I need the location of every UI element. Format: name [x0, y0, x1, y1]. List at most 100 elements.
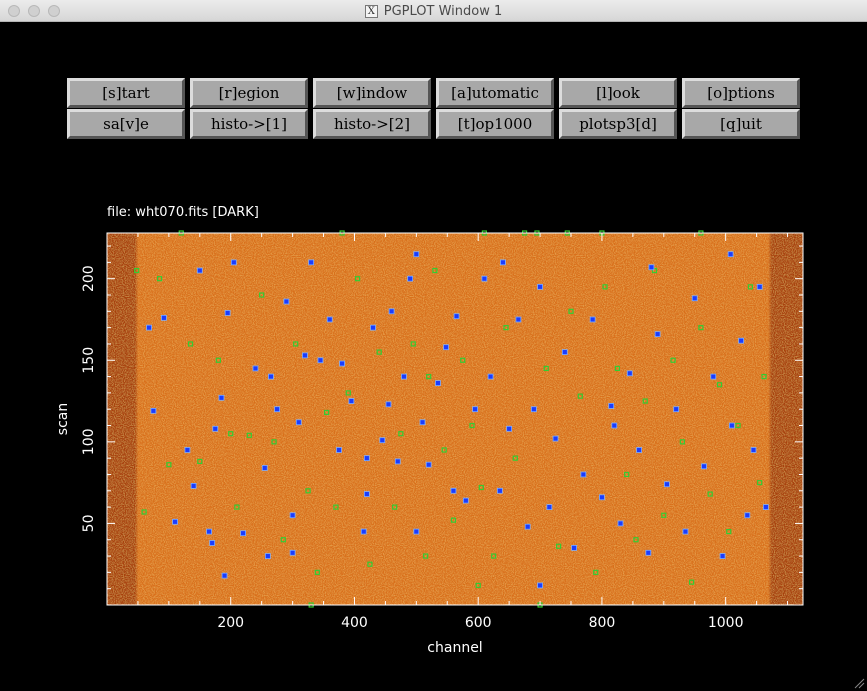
green-marker	[460, 357, 466, 363]
blue-marker	[289, 512, 296, 519]
blue-marker	[401, 373, 407, 380]
blue-marker	[762, 504, 769, 511]
blue-marker	[537, 582, 543, 589]
blue-marker	[394, 458, 401, 465]
green-marker	[423, 553, 429, 559]
green-marker	[450, 517, 457, 523]
green-marker	[491, 553, 497, 559]
blue-marker	[626, 370, 633, 377]
blue-marker	[252, 365, 259, 372]
window-title-wrap: X PGPLOT Window 1	[0, 0, 867, 22]
blue-marker	[268, 373, 274, 380]
plotsp3d-button[interactable]: plotsp3[d]	[559, 109, 677, 139]
blue-marker	[218, 394, 225, 401]
blue-marker	[608, 403, 615, 409]
automatic-button[interactable]: [a]utomatic	[436, 78, 554, 108]
heatmap-noise	[107, 233, 803, 605]
blue-marker	[261, 465, 268, 471]
blue-marker	[240, 530, 247, 537]
x11-icon: X	[364, 4, 378, 18]
green-marker	[354, 276, 361, 282]
blue-marker	[663, 481, 670, 488]
blue-marker	[221, 572, 228, 579]
blue-marker	[206, 528, 212, 535]
blue-marker	[728, 422, 735, 429]
blue-marker	[196, 267, 203, 274]
blue-marker	[419, 419, 426, 426]
blue-marker	[571, 544, 577, 551]
green-marker	[441, 447, 447, 453]
blue-marker	[524, 523, 531, 530]
green-marker	[234, 504, 240, 510]
blue-marker	[413, 251, 420, 258]
blue-marker	[190, 482, 197, 489]
blue-marker	[146, 324, 152, 331]
pgplot-canvas[interactable]: [s]tart [r]egion [w]indow [a]utomatic [l…	[0, 22, 867, 691]
blue-marker	[691, 295, 698, 302]
blue-marker	[515, 316, 522, 323]
green-marker	[432, 267, 438, 274]
green-marker	[246, 432, 252, 438]
blue-marker	[435, 380, 441, 387]
green-marker	[642, 398, 648, 404]
green-marker	[757, 480, 763, 486]
x-tick-label: 800	[589, 615, 616, 631]
green-marker	[228, 431, 234, 437]
blue-marker	[413, 528, 420, 535]
green-marker	[761, 373, 767, 380]
green-marker	[512, 455, 518, 461]
green-marker	[469, 422, 475, 429]
green-marker	[314, 569, 320, 575]
resize-grip-icon[interactable]	[853, 677, 865, 689]
blue-marker	[589, 316, 596, 323]
quit-button[interactable]: [q]uit	[682, 109, 800, 139]
blue-marker	[506, 425, 513, 432]
histo2-button[interactable]: histo->[2]	[313, 109, 431, 139]
green-marker	[602, 284, 608, 290]
plot-frame	[106, 232, 804, 606]
window-titlebar[interactable]: X PGPLOT Window 1	[0, 0, 867, 22]
blue-marker	[317, 357, 324, 364]
blue-marker	[546, 504, 553, 511]
close-window-button[interactable]	[8, 5, 20, 17]
top1000-button[interactable]: [t]op1000	[436, 109, 554, 139]
save-button[interactable]: sa[v]e	[67, 109, 185, 139]
green-marker	[215, 357, 221, 363]
green-marker	[305, 488, 311, 494]
histo1-button[interactable]: histo->[1]	[190, 109, 308, 139]
blue-marker	[385, 401, 392, 408]
x-tick-label: 600	[465, 615, 492, 631]
options-button[interactable]: [o]ptions	[682, 78, 800, 108]
y-tick-label: 50	[81, 515, 97, 533]
green-marker	[707, 491, 713, 497]
blue-marker	[184, 447, 191, 453]
green-marker	[624, 471, 630, 478]
minimize-window-button[interactable]	[28, 5, 40, 17]
blue-marker	[648, 264, 655, 271]
blue-marker	[302, 352, 308, 359]
green-marker	[166, 462, 172, 468]
blue-marker	[348, 398, 355, 404]
region-button[interactable]: [r]egion	[190, 78, 308, 108]
heatmap-image[interactable]	[107, 233, 803, 605]
zoom-window-button[interactable]	[48, 5, 60, 17]
green-marker	[293, 341, 299, 347]
blue-marker	[738, 337, 745, 344]
green-marker	[392, 504, 398, 510]
blue-marker	[744, 512, 751, 519]
green-marker	[593, 569, 599, 575]
green-marker	[670, 357, 676, 363]
blue-marker	[599, 494, 605, 501]
window-button[interactable]: [w]indow	[313, 78, 431, 108]
plot-svg[interactable]: 200 400 600 800 1000 50 100 150 200 channel scan	[0, 22, 867, 691]
blue-marker	[289, 549, 296, 556]
x-axis-label: channel	[427, 640, 482, 656]
green-marker	[410, 341, 416, 347]
file-label: file: wht070.fits [DARK]	[107, 205, 259, 220]
look-button[interactable]: [l]ook	[559, 78, 677, 108]
blue-marker	[161, 314, 167, 321]
start-button[interactable]: [s]tart	[67, 78, 185, 108]
blue-marker	[481, 275, 488, 282]
green-marker	[345, 390, 351, 396]
blue-marker	[274, 406, 281, 413]
